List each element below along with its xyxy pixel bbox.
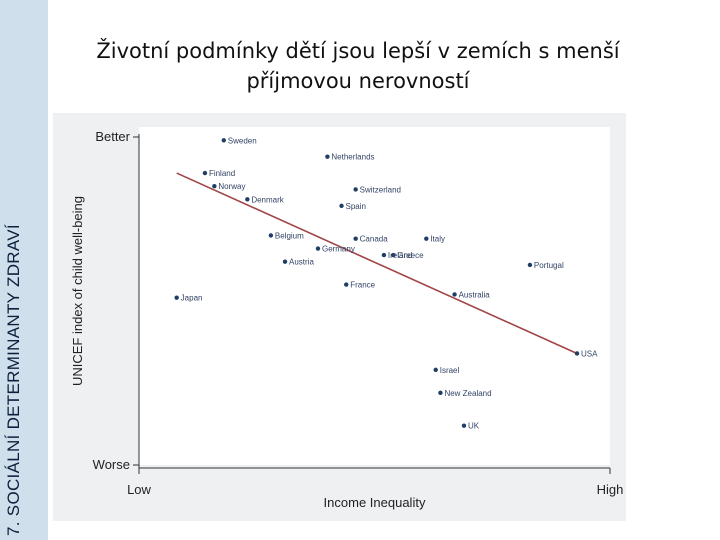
point-label-uk: UK bbox=[468, 422, 480, 431]
point-france bbox=[344, 282, 349, 287]
x-axis-title: Income Inequality bbox=[324, 495, 426, 510]
chart-marks bbox=[174, 138, 580, 428]
y-tick-better-label: Better bbox=[95, 129, 130, 144]
point-greece bbox=[391, 252, 396, 258]
point-label-belgium: Belgium bbox=[275, 231, 304, 240]
y-axis-title: UNICEF index of child well-being bbox=[70, 196, 85, 386]
point-label-switzerland: Switzerland bbox=[360, 185, 401, 194]
point-label-germany: Germany bbox=[322, 245, 355, 254]
slide-title: Životní podmínky dětí jsou lepší v zemíc… bbox=[48, 36, 668, 96]
point-netherlands bbox=[325, 154, 330, 159]
point-label-spain: Spain bbox=[346, 202, 366, 211]
point-spain bbox=[339, 203, 344, 209]
side-band bbox=[0, 0, 48, 540]
point-label-usa: USA bbox=[581, 349, 598, 358]
chart-labels: Low High Worse Better Income Inequality UNICE… bbox=[70, 129, 623, 510]
point-usa bbox=[574, 351, 580, 356]
y-tick-worse-label: Worse bbox=[93, 457, 130, 472]
point-label-japan: Japan bbox=[181, 294, 203, 303]
x-tick-low-label: Low bbox=[127, 482, 151, 497]
point-japan bbox=[174, 295, 179, 300]
point-portugal bbox=[527, 262, 533, 268]
point-ireland bbox=[381, 252, 387, 258]
title-line-2: příjmovou nerovností bbox=[246, 69, 470, 93]
point-germany bbox=[315, 246, 321, 251]
point-label-france: France bbox=[350, 281, 375, 290]
point-label-ireland: Ireland bbox=[388, 251, 412, 260]
point-denmark bbox=[245, 197, 250, 202]
point-label-finland: Finland bbox=[209, 169, 235, 178]
point-label-denmark: Denmark bbox=[251, 195, 284, 204]
point-canada bbox=[353, 236, 358, 241]
point-uk bbox=[461, 423, 467, 428]
trend-line bbox=[176, 172, 578, 355]
point-italy bbox=[424, 236, 429, 241]
title-line-1: Životní podmínky dětí jsou lepší v zemíc… bbox=[96, 39, 620, 63]
point-label-israel: Israel bbox=[440, 366, 460, 375]
point-israel bbox=[433, 367, 438, 373]
point-label-netherlands: Netherlands bbox=[331, 153, 374, 162]
axes bbox=[133, 134, 611, 474]
point-norway bbox=[212, 184, 217, 189]
point-label-new-zealand: New Zealand bbox=[444, 389, 491, 398]
point-label-portugal: Portugal bbox=[534, 261, 564, 270]
point-austria bbox=[282, 259, 288, 264]
point-label-greece: Greece bbox=[397, 251, 424, 260]
point-belgium bbox=[268, 233, 274, 238]
point-australia bbox=[452, 292, 457, 297]
point-finland bbox=[202, 170, 208, 176]
point-label-sweden: Sweden bbox=[228, 136, 257, 145]
point-new-zealand bbox=[438, 390, 443, 396]
point-label-norway: Norway bbox=[218, 182, 245, 191]
plot-background bbox=[139, 127, 610, 465]
point-switzerland bbox=[353, 187, 358, 192]
x-tick-high-label: High bbox=[597, 482, 624, 497]
point-label-austria: Austria bbox=[289, 258, 314, 267]
point-sweden bbox=[221, 138, 226, 143]
point-label-canada: Canada bbox=[360, 235, 389, 244]
point-label-australia: Australia bbox=[459, 290, 491, 299]
point-label-italy: Italy bbox=[430, 235, 445, 244]
